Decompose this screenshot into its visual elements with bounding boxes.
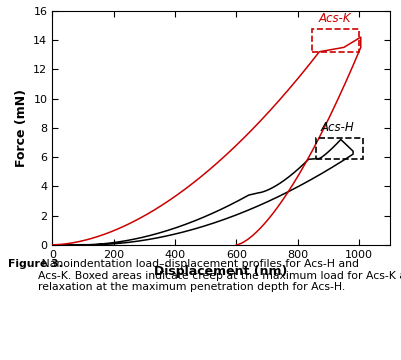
- Text: Acs-H: Acs-H: [320, 121, 354, 134]
- Text: Acs-K: Acs-K: [318, 12, 350, 25]
- Bar: [315, 138, 363, 159]
- Text: Figure 3.: Figure 3.: [8, 259, 63, 269]
- X-axis label: Displacement (nm): Displacement (nm): [154, 265, 287, 278]
- Text: Nanoindentation load–displacement profiles for Acs-H and
Acs-K. Boxed areas indi: Nanoindentation load–displacement profil…: [38, 259, 401, 292]
- Y-axis label: Force (mN): Force (mN): [15, 89, 28, 167]
- Bar: [311, 29, 358, 52]
